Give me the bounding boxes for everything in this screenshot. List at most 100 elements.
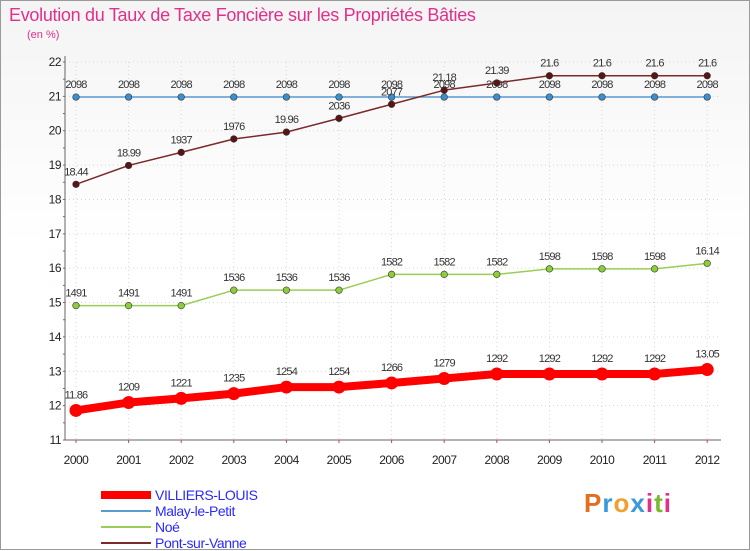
data-point-pont-sur-vanne[interactable] — [650, 72, 659, 80]
data-point-villiers-louis[interactable] — [122, 396, 136, 410]
data-point-villiers-louis[interactable] — [332, 380, 346, 394]
data-point-villiers-louis[interactable] — [385, 376, 399, 390]
data-point-noe[interactable] — [124, 302, 133, 310]
data-label-malay-le-petit: 2098 — [118, 79, 140, 91]
data-point-pont-sur-vanne[interactable] — [545, 72, 554, 80]
data-label-pont-sur-vanne: 18.99 — [117, 147, 141, 159]
x-tick-label: 2007 — [432, 453, 458, 467]
data-point-pont-sur-vanne[interactable] — [177, 148, 185, 156]
x-tick-label: 2004 — [274, 453, 300, 467]
y-tick-label: 15 — [49, 296, 62, 310]
data-point-villiers-louis[interactable] — [279, 380, 293, 394]
data-label-noe: 1598 — [644, 251, 666, 263]
data-label-malay-le-petit: 2098 — [381, 79, 403, 91]
data-point-noe[interactable] — [335, 286, 343, 294]
data-label-malay-le-petit: 2098 — [171, 79, 193, 91]
data-point-villiers-louis[interactable] — [69, 403, 83, 417]
data-label-noe: 1491 — [65, 288, 87, 300]
data-label-malay-le-petit: 2098 — [644, 79, 666, 91]
data-point-noe[interactable] — [72, 302, 80, 310]
data-label-villiers-louis: 1279 — [434, 357, 456, 369]
data-point-malay-le-petit[interactable] — [388, 93, 396, 101]
data-point-malay-le-petit[interactable] — [440, 93, 448, 101]
data-point-noe[interactable] — [440, 270, 448, 278]
y-tick-label: 18 — [49, 192, 62, 206]
data-point-pont-sur-vanne[interactable] — [335, 114, 343, 122]
data-point-pont-sur-vanne[interactable] — [440, 86, 448, 94]
y-tick-label: 16 — [49, 261, 62, 275]
proxiti-logo[interactable]: Proxiti — [584, 488, 672, 519]
y-tick-label: 20 — [49, 124, 62, 138]
data-label-malay-le-petit: 2098 — [65, 79, 87, 91]
data-point-malay-le-petit[interactable] — [650, 93, 659, 101]
x-tick-label: 2003 — [221, 453, 247, 467]
data-label-villiers-louis: 11.86 — [65, 389, 88, 401]
data-label-noe: 1598 — [539, 251, 561, 263]
x-tick-label: 2005 — [327, 453, 353, 467]
x-tick-label: 2000 — [64, 453, 90, 467]
data-label-malay-le-petit: 2098 — [539, 79, 561, 91]
x-tick-label: 2010 — [590, 453, 616, 467]
data-point-noe[interactable] — [493, 270, 501, 278]
data-point-malay-le-petit[interactable] — [703, 93, 711, 101]
data-point-villiers-louis[interactable] — [648, 367, 662, 381]
data-label-villiers-louis: 1292 — [591, 353, 613, 365]
data-point-noe[interactable] — [545, 265, 554, 273]
data-point-malay-le-petit[interactable] — [282, 93, 291, 101]
data-point-malay-le-petit[interactable] — [493, 93, 501, 101]
data-point-malay-le-petit[interactable] — [177, 93, 185, 101]
data-point-villiers-louis[interactable] — [542, 367, 556, 381]
data-point-pont-sur-vanne[interactable] — [124, 161, 133, 170]
data-label-pont-sur-vanne: 18.44 — [64, 166, 88, 178]
data-label-noe: 1582 — [434, 256, 456, 268]
data-label-villiers-louis: 1292 — [644, 353, 666, 365]
chart-title: Evolution du Taux de Taxe Foncière sur l… — [9, 5, 476, 25]
x-tick-label: 2009 — [537, 453, 563, 467]
data-point-malay-le-petit[interactable] — [335, 93, 343, 101]
data-point-malay-le-petit[interactable] — [598, 93, 606, 101]
data-point-malay-le-petit[interactable] — [230, 93, 238, 101]
data-point-villiers-louis[interactable] — [437, 371, 451, 385]
data-label-pont-sur-vanne: 19.96 — [275, 114, 299, 126]
x-tick-label: 2002 — [169, 453, 195, 467]
data-point-malay-le-petit[interactable] — [124, 93, 133, 101]
data-point-noe[interactable] — [650, 265, 659, 273]
data-label-pont-sur-vanne: 2036 — [328, 100, 350, 112]
data-point-malay-le-petit[interactable] — [72, 93, 80, 101]
data-point-pont-sur-vanne[interactable] — [703, 72, 711, 80]
data-label-pont-sur-vanne: 21.18 — [432, 72, 456, 84]
data-point-villiers-louis[interactable] — [700, 363, 714, 377]
data-label-villiers-louis: 1235 — [223, 373, 245, 385]
data-point-pont-sur-vanne[interactable] — [72, 180, 80, 188]
data-point-noe[interactable] — [703, 259, 711, 267]
y-tick-label: 14 — [49, 330, 62, 344]
data-label-malay-le-petit: 2098 — [697, 79, 719, 91]
data-point-pont-sur-vanne[interactable] — [598, 72, 606, 80]
data-point-pont-sur-vanne[interactable] — [493, 79, 501, 87]
data-point-villiers-louis[interactable] — [490, 367, 504, 381]
data-point-malay-le-petit[interactable] — [545, 93, 554, 101]
data-label-pont-sur-vanne: 21.6 — [645, 58, 664, 70]
data-point-noe[interactable] — [598, 265, 606, 273]
y-tick-label: 22 — [49, 55, 62, 69]
data-point-pont-sur-vanne[interactable] — [388, 100, 396, 108]
data-point-noe[interactable] — [230, 286, 238, 294]
logo-letter: t — [654, 488, 664, 518]
data-point-villiers-louis[interactable] — [227, 387, 241, 401]
data-point-pont-sur-vanne[interactable] — [282, 128, 291, 136]
data-point-noe[interactable] — [177, 302, 185, 310]
data-point-pont-sur-vanne[interactable] — [230, 135, 238, 143]
x-tick-label: 2008 — [484, 453, 510, 467]
data-point-noe[interactable] — [388, 270, 396, 278]
data-point-noe[interactable] — [282, 286, 291, 294]
data-label-villiers-louis: 13.05 — [695, 349, 719, 361]
legend-swatch-malay-le-petit — [101, 510, 151, 512]
data-label-villiers-louis: 1209 — [118, 382, 140, 394]
data-point-villiers-louis[interactable] — [174, 391, 188, 405]
data-point-villiers-louis[interactable] — [595, 367, 609, 381]
y-tick-label: 19 — [49, 158, 62, 172]
logo-letter: x — [630, 488, 646, 518]
logo-letter: i — [663, 488, 672, 518]
data-label-noe: 1536 — [276, 272, 298, 284]
